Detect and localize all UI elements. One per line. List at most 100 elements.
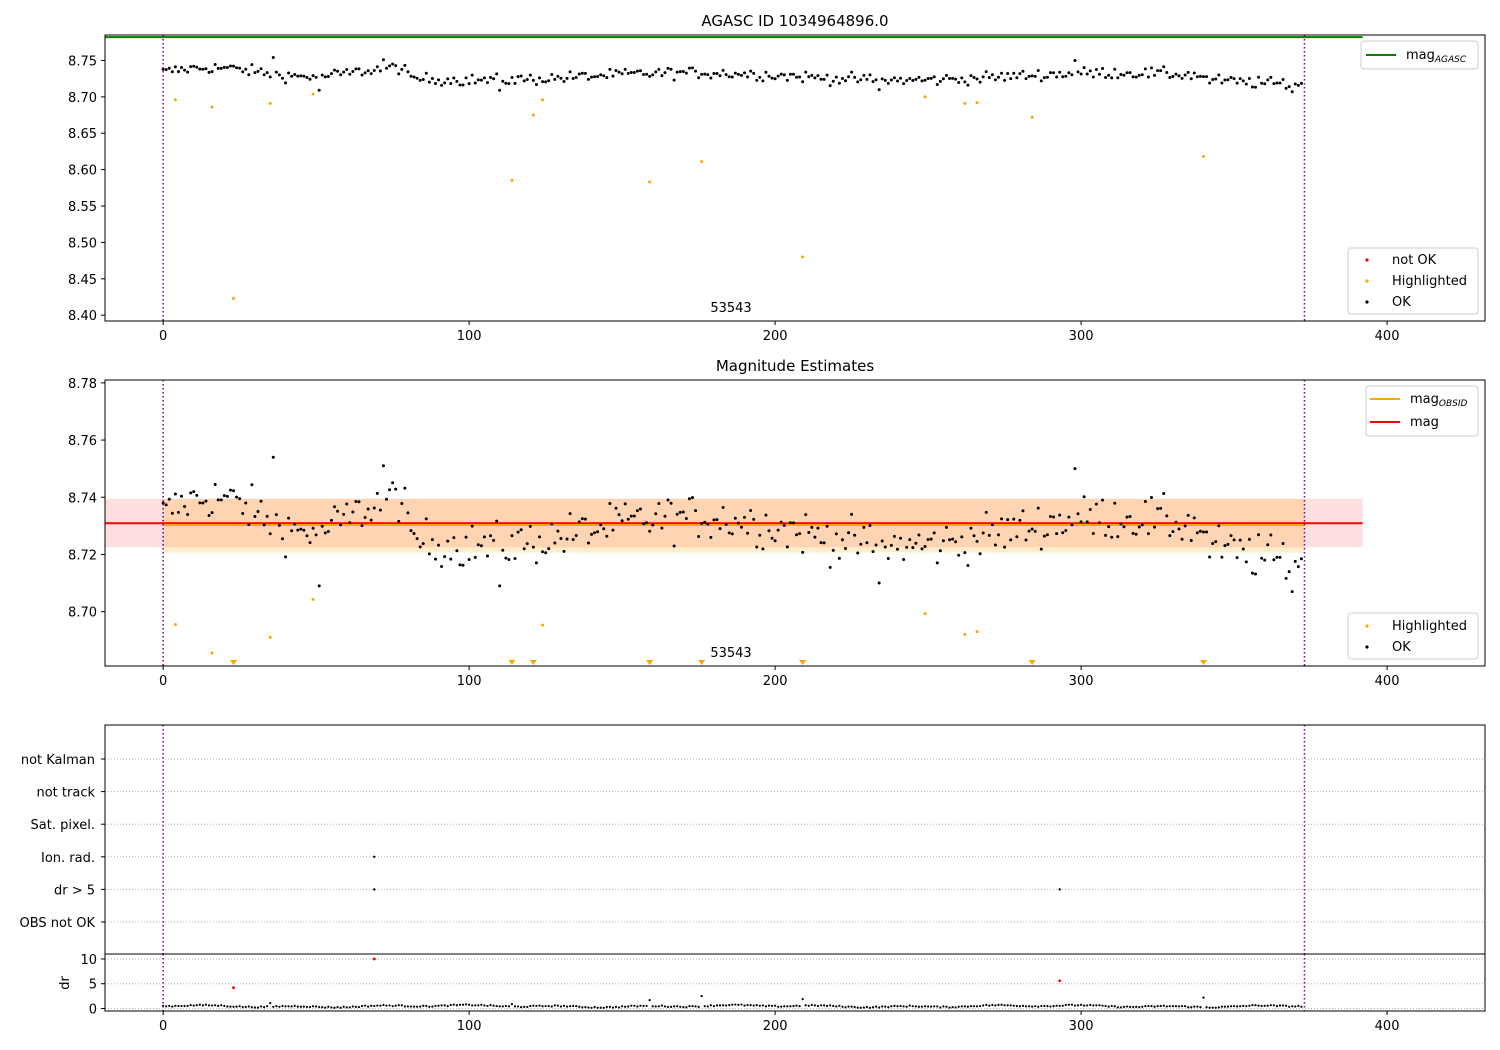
dr-point [513, 1005, 517, 1008]
highlighted-point [173, 98, 177, 102]
ok-point [461, 83, 465, 87]
ok-point [1006, 71, 1010, 75]
ok-point [840, 538, 844, 542]
ok-point [164, 503, 168, 507]
ok-point [1134, 75, 1138, 79]
ok-point [577, 72, 581, 76]
ok-point [990, 523, 994, 527]
dr-point [1269, 1004, 1272, 1007]
ok-point [262, 523, 266, 527]
panel2-title: Magnitude Estimates [716, 357, 874, 375]
ok-point [290, 74, 294, 78]
dr-point [565, 1005, 569, 1008]
ok-point [1159, 506, 1163, 510]
ok-point [642, 522, 646, 526]
ok-point [348, 521, 352, 525]
ok-point [896, 547, 900, 551]
ok-point [1156, 507, 1160, 511]
ok-point [1082, 495, 1086, 499]
ok-point [712, 518, 716, 522]
dr-point [853, 1005, 856, 1009]
dr-point [979, 1004, 982, 1008]
ok-point [1018, 518, 1022, 522]
ok-point [262, 73, 266, 77]
dr-point [520, 1005, 523, 1009]
dr-point [1119, 1006, 1122, 1009]
ok-point [1244, 560, 1248, 564]
ok-point [1281, 542, 1285, 546]
dr-point [954, 1006, 957, 1009]
ok-point [1033, 529, 1037, 533]
dr-point [575, 1004, 578, 1008]
dr-point [1211, 1006, 1214, 1009]
ok-point [437, 543, 441, 547]
ok-point [617, 513, 621, 517]
dr-point [789, 1005, 792, 1008]
ok-point [280, 76, 284, 80]
ok-point [926, 76, 930, 80]
dr-point [1245, 1005, 1248, 1008]
dr-point [214, 1004, 217, 1007]
ok-point [819, 77, 823, 81]
panel1-y-tick-label: 8.65 [68, 127, 97, 142]
ok-point [1143, 499, 1147, 503]
ok-point [1250, 571, 1254, 575]
ok-point [697, 534, 701, 538]
ok-point [969, 526, 973, 530]
ok-point [938, 549, 942, 553]
ok-point [1064, 74, 1068, 78]
dr-point [923, 1005, 927, 1008]
dr-point [945, 1005, 948, 1008]
dr-point [859, 1006, 862, 1009]
dr-point [715, 1004, 719, 1007]
dr-point [960, 1005, 963, 1008]
ok-point [957, 81, 961, 85]
dr-point [333, 1006, 336, 1009]
ok-point [455, 549, 459, 553]
dr-point [431, 1005, 434, 1008]
dr-point [933, 1005, 936, 1008]
ok-point [293, 73, 297, 77]
dr-point [1086, 1004, 1089, 1007]
ok-point [920, 547, 924, 551]
dr-point [642, 1004, 645, 1008]
ok-point [1137, 525, 1141, 529]
dr-point [458, 1003, 462, 1006]
dr-point [183, 1004, 186, 1008]
dr-point [269, 1001, 272, 1005]
dr-point [936, 1005, 939, 1008]
ok-point [645, 72, 649, 76]
highlighted-point [975, 630, 979, 634]
highlighted-point [531, 113, 535, 117]
ok-point [259, 67, 263, 71]
dr-point [734, 1003, 737, 1006]
dr-point [477, 1004, 480, 1007]
dr-point [777, 1005, 780, 1008]
ok-point [923, 545, 927, 549]
ok-point [241, 512, 245, 516]
ok-point [1174, 72, 1178, 76]
ok-point [311, 74, 315, 78]
dr-point [1027, 1005, 1031, 1008]
ok-point [932, 75, 936, 79]
dr-point [1257, 1004, 1260, 1007]
ok-point [981, 75, 985, 79]
ok-point [593, 75, 597, 79]
ok-point [880, 539, 884, 543]
dr-point [1294, 1005, 1297, 1008]
below-range-marker [799, 660, 807, 665]
ok-point [225, 494, 229, 498]
dr-point [951, 1006, 954, 1009]
highlighted-point [541, 98, 545, 102]
ok-point [489, 534, 493, 538]
ok-point [1195, 531, 1199, 535]
dr-point [1052, 1005, 1055, 1008]
dr-point [847, 1005, 850, 1008]
ok-point [733, 71, 737, 75]
dr-point [881, 1005, 884, 1008]
dr-point [645, 1004, 648, 1008]
ok-point [1208, 81, 1212, 85]
ok-point [663, 514, 667, 518]
ok-point [427, 80, 431, 84]
